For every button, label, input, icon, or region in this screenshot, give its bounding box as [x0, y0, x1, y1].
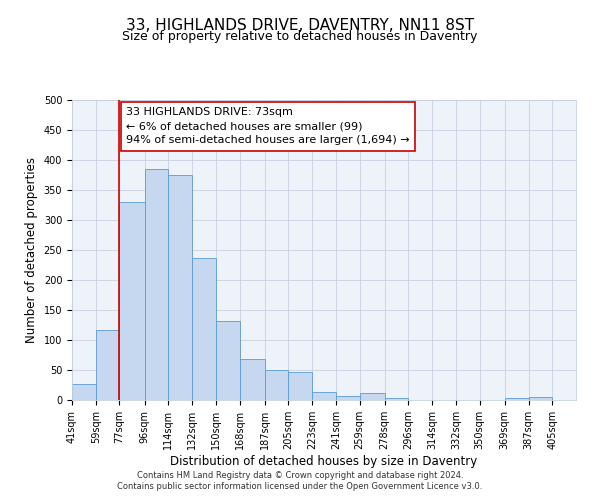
Text: Size of property relative to detached houses in Daventry: Size of property relative to detached ho… [122, 30, 478, 43]
Text: Contains HM Land Registry data © Crown copyright and database right 2024.: Contains HM Land Registry data © Crown c… [137, 471, 463, 480]
Y-axis label: Number of detached properties: Number of detached properties [25, 157, 38, 343]
Bar [385, 398, 409, 400]
Bar [336, 396, 359, 400]
Bar [359, 394, 385, 400]
Bar [72, 384, 96, 400]
Text: 33, HIGHLANDS DRIVE, DAVENTRY, NN11 8ST: 33, HIGHLANDS DRIVE, DAVENTRY, NN11 8ST [126, 18, 474, 32]
Bar [312, 392, 336, 400]
Bar [192, 258, 216, 400]
Bar [289, 372, 312, 400]
Text: 33 HIGHLANDS DRIVE: 73sqm
← 6% of detached houses are smaller (99)
94% of semi-d: 33 HIGHLANDS DRIVE: 73sqm ← 6% of detach… [126, 107, 410, 145]
Bar [119, 202, 145, 400]
Bar [505, 398, 529, 400]
Bar [96, 330, 119, 400]
X-axis label: Distribution of detached houses by size in Daventry: Distribution of detached houses by size … [170, 454, 478, 468]
Text: Contains public sector information licensed under the Open Government Licence v3: Contains public sector information licen… [118, 482, 482, 491]
Bar [239, 359, 265, 400]
Bar [216, 321, 239, 400]
Bar [145, 169, 169, 400]
Bar [529, 397, 552, 400]
Bar [265, 370, 289, 400]
Bar [169, 175, 192, 400]
